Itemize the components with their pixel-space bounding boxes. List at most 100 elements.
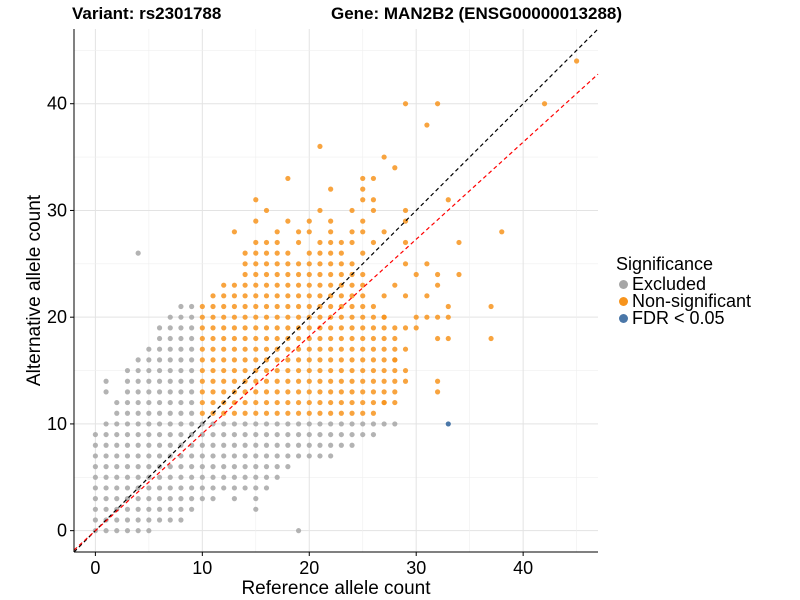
data-point-non-significant [210, 293, 216, 299]
data-point-non-significant [328, 357, 334, 363]
data-point-non-significant [370, 325, 377, 331]
legend-label-non-significant: Non-significant [632, 291, 752, 311]
data-point-non-significant [253, 239, 259, 246]
data-point-excluded [156, 496, 163, 502]
data-point-non-significant [402, 346, 409, 352]
data-point-non-significant [317, 282, 323, 288]
data-point-excluded [103, 464, 109, 470]
data-point-excluded [328, 421, 334, 427]
data-point-non-significant [263, 399, 270, 406]
data-point-excluded [156, 453, 163, 459]
data-point-excluded [135, 453, 141, 459]
data-point-excluded [328, 431, 334, 438]
data-point-excluded [135, 357, 141, 363]
y-tick-label: 20 [47, 307, 67, 327]
data-point-non-significant [317, 378, 323, 384]
data-point-excluded [199, 442, 205, 448]
data-point-non-significant [349, 367, 355, 374]
data-point-non-significant [317, 325, 323, 331]
data-point-non-significant [210, 367, 216, 374]
data-point-non-significant [360, 314, 366, 320]
data-point-excluded [167, 474, 173, 480]
data-point-non-significant [456, 271, 462, 278]
data-point-non-significant [231, 325, 238, 331]
data-point-excluded [124, 410, 131, 416]
data-point-non-significant [328, 378, 334, 384]
data-point-non-significant [285, 218, 291, 224]
data-point-excluded [135, 399, 141, 406]
data-point-non-significant [274, 271, 280, 278]
data-point-non-significant [242, 293, 248, 299]
data-point-non-significant [274, 399, 280, 406]
fitted-reference-line [73, 73, 599, 551]
data-point-non-significant [263, 293, 270, 299]
data-point-non-significant [231, 335, 238, 342]
data-point-excluded [210, 474, 216, 480]
data-point-non-significant [242, 367, 248, 374]
data-point-non-significant [349, 229, 355, 235]
data-point-excluded [370, 421, 377, 427]
data-point-non-significant [328, 335, 334, 342]
data-point-excluded [189, 346, 195, 352]
data-point-excluded [114, 453, 120, 459]
data-point-excluded [231, 442, 238, 448]
data-point-non-significant [370, 410, 377, 416]
data-point-non-significant [242, 346, 248, 352]
data-point-non-significant [360, 389, 366, 395]
data-point-non-significant [306, 346, 312, 352]
data-point-non-significant [381, 335, 387, 342]
data-point-non-significant [541, 101, 548, 107]
data-point-excluded [263, 421, 270, 427]
data-point-excluded [167, 410, 173, 416]
data-point-excluded [295, 431, 302, 438]
data-point-non-significant [360, 378, 366, 384]
data-point-non-significant [285, 250, 291, 256]
data-point-non-significant [349, 325, 355, 331]
data-point-non-significant [381, 314, 387, 320]
data-point-excluded [114, 485, 120, 491]
data-point-non-significant [199, 389, 205, 395]
data-point-non-significant [317, 410, 323, 416]
data-point-non-significant [306, 378, 312, 384]
data-point-excluded [178, 464, 184, 470]
data-point-excluded [156, 399, 163, 406]
data-point-non-significant [295, 378, 302, 384]
data-point-non-significant [349, 303, 355, 310]
data-point-non-significant [392, 399, 398, 406]
data-point-non-significant [370, 197, 377, 203]
data-point-non-significant [370, 303, 377, 310]
data-point-non-significant [210, 325, 216, 331]
data-point-non-significant [285, 389, 291, 395]
data-point-non-significant [349, 239, 355, 246]
data-point-non-significant [349, 261, 355, 267]
data-point-non-significant [328, 186, 334, 192]
data-point-non-significant [263, 271, 270, 278]
data-point-excluded [124, 431, 131, 438]
data-point-non-significant [328, 250, 334, 256]
data-point-excluded [114, 410, 120, 416]
data-point-excluded [189, 399, 195, 406]
data-point-non-significant [263, 346, 270, 352]
data-point-excluded [124, 389, 131, 395]
data-point-excluded [167, 431, 173, 438]
data-point-non-significant [295, 410, 302, 416]
data-point-non-significant [231, 346, 238, 352]
data-point-non-significant [445, 335, 451, 342]
data-point-excluded [317, 421, 323, 427]
data-point-excluded [274, 453, 280, 459]
data-point-non-significant [381, 229, 387, 235]
data-point-non-significant [370, 346, 377, 352]
data-point-excluded [135, 431, 141, 438]
data-point-excluded [146, 421, 152, 427]
data-point-non-significant [306, 218, 312, 224]
data-point-non-significant [306, 389, 312, 395]
data-point-excluded [242, 485, 248, 491]
data-point-excluded [242, 464, 248, 470]
data-point-non-significant [306, 399, 312, 406]
data-point-excluded [349, 431, 355, 438]
data-point-excluded [167, 367, 173, 374]
data-point-non-significant [221, 410, 227, 416]
data-point-excluded [167, 314, 173, 320]
data-point-non-significant [360, 197, 366, 203]
data-point-non-significant [263, 410, 270, 416]
